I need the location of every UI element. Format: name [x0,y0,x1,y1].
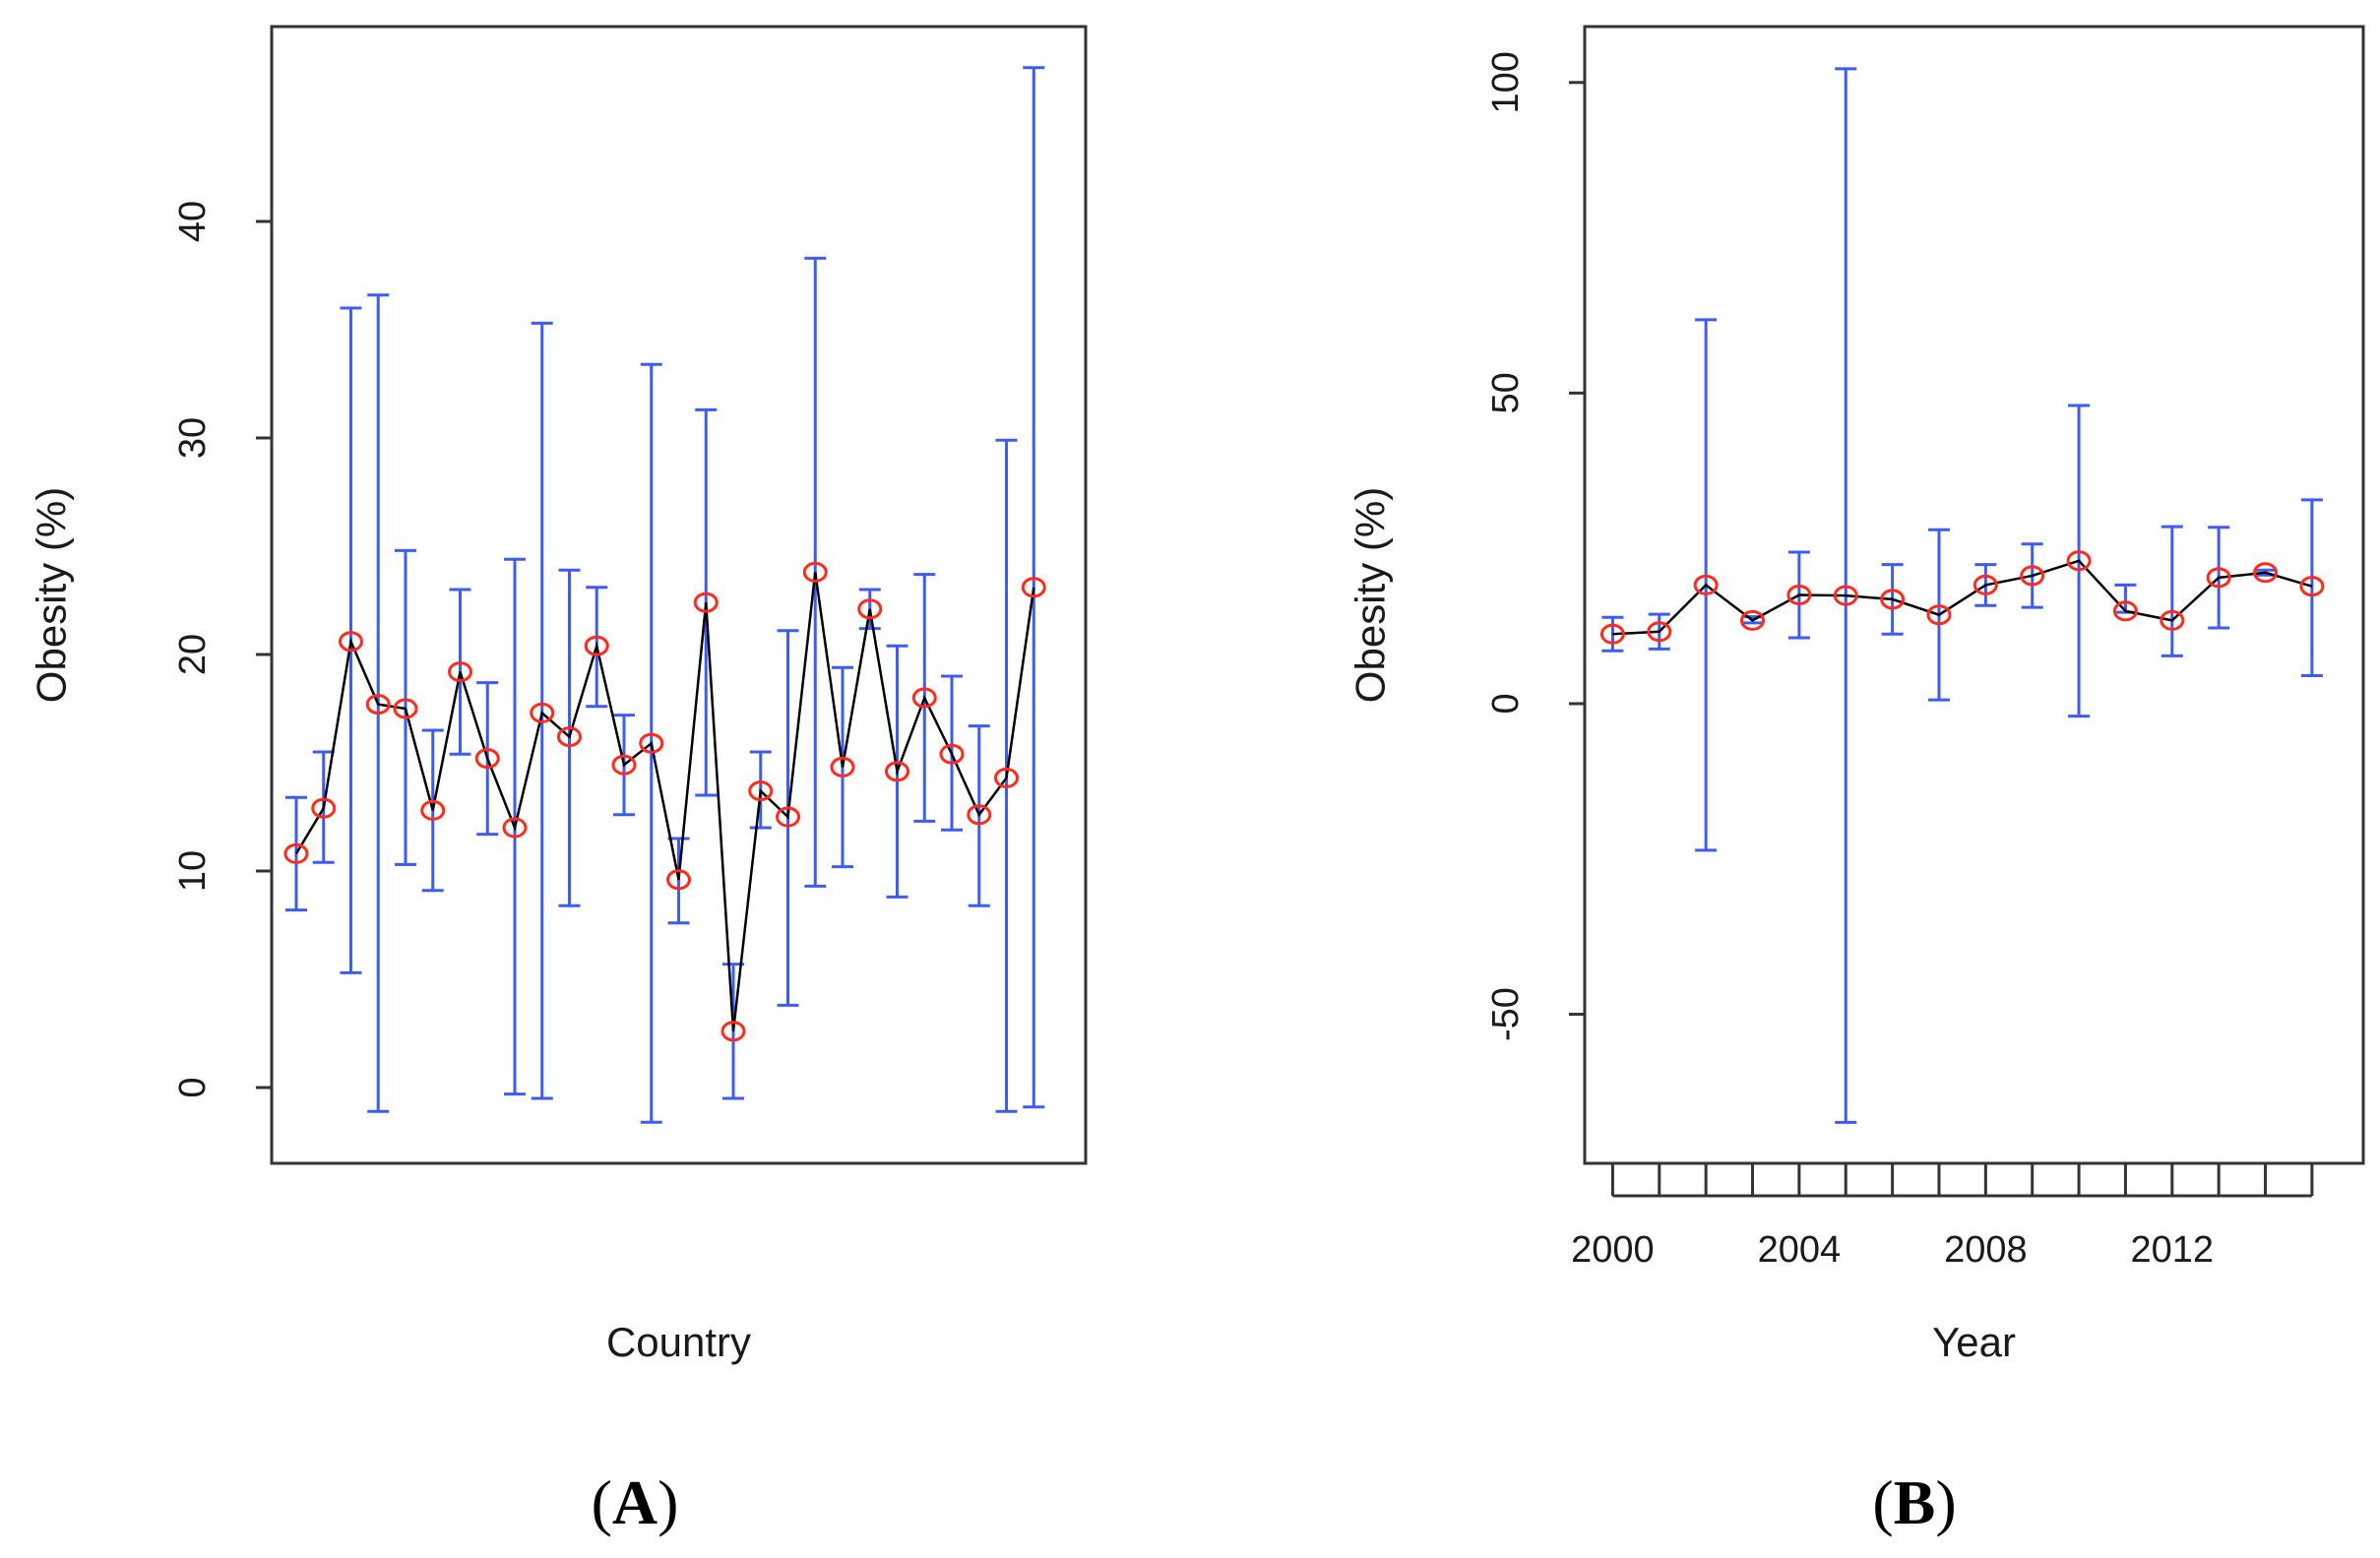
y-tick-label-a: 30 [172,417,214,459]
data-point-a [502,817,528,839]
plot-frame-b [1583,25,2365,1165]
data-point-a [830,756,855,778]
series-line-a [294,572,1035,1031]
series-line-b [1612,559,2313,636]
panel-label-b: (B) [1872,1467,1956,1537]
data-point-b [2206,567,2231,589]
data-point-a [693,592,719,613]
x-tick-label-b: 2008 [1944,1229,2028,1271]
plot-frame-a [270,25,1088,1165]
data-point-b [2160,609,2185,631]
data-point-a [584,635,609,656]
data-point-b [2112,600,2138,622]
data-point-a [666,869,691,891]
panel-b: -50 0 50 100 2000 2004 2008 2012 Year Obesity (%)… [1347,25,2365,1537]
data-point-a [802,561,828,583]
data-point-a [283,842,309,864]
panel-label-a: (A) [592,1467,679,1537]
data-point-b [2066,550,2092,572]
data-point-a [393,698,418,719]
data-point-a [939,743,965,765]
data-point-a [474,748,500,770]
x-tick-label-b: 2012 [2131,1229,2215,1271]
y-tick-label-b: -50 [1485,987,1527,1041]
y-tick-label-b: 50 [1485,372,1527,413]
x-tick-label-b: 2004 [1758,1229,1842,1271]
data-point-a [556,726,582,748]
data-point-b [2020,565,2045,587]
data-point-b [1880,589,1906,610]
y-tick-label-b: 0 [1485,693,1527,714]
data-point-a [748,780,774,802]
y-axis-title-b: Obesity (%) [1347,487,1394,703]
data-point-a [311,797,337,819]
data-point-a [857,598,883,620]
data-point-b [1740,609,1766,631]
data-point-b [1693,574,1719,595]
data-point-a [885,761,910,782]
panel-label-letter: B [1894,1467,1936,1537]
data-point-a [1021,577,1046,598]
data-point-a [338,631,363,653]
data-point-a [720,1021,746,1042]
y-tick-label-a: 20 [172,634,214,675]
data-point-a [911,687,937,709]
data-point-a [420,799,446,821]
data-point-b [2253,562,2279,584]
y-tick-label-a: 10 [172,850,214,892]
data-point-a [611,754,637,776]
panel-label-letter: A [612,1467,658,1537]
data-point-b [1647,621,1672,643]
y-axis-title-a: Obesity (%) [29,487,75,703]
data-point-a [365,694,391,716]
data-point-a [967,804,992,826]
data-point-a [994,767,1020,788]
x-axis-title-b: Year [1932,1319,2016,1365]
data-point-b [1833,585,1858,606]
x-axis-title-a: Country [606,1319,751,1365]
data-point-b [2299,576,2325,597]
data-point-a [447,661,472,683]
data-point-b [1599,623,1625,645]
y-tick-label-a: 0 [172,1077,214,1097]
data-point-b [1786,585,1812,605]
data-point-a [639,732,664,754]
panel-a: 0 10 20 30 40 Country Obesity (%) (A) [29,25,1088,1537]
data-point-b [1926,604,1952,626]
data-point-b [1973,574,1998,595]
y-tick-label-b: 100 [1485,51,1527,113]
y-tick-label-a: 40 [172,201,214,242]
data-point-a [530,702,555,723]
data-point-a [776,806,801,828]
x-tick-label-b: 2000 [1571,1229,1655,1271]
